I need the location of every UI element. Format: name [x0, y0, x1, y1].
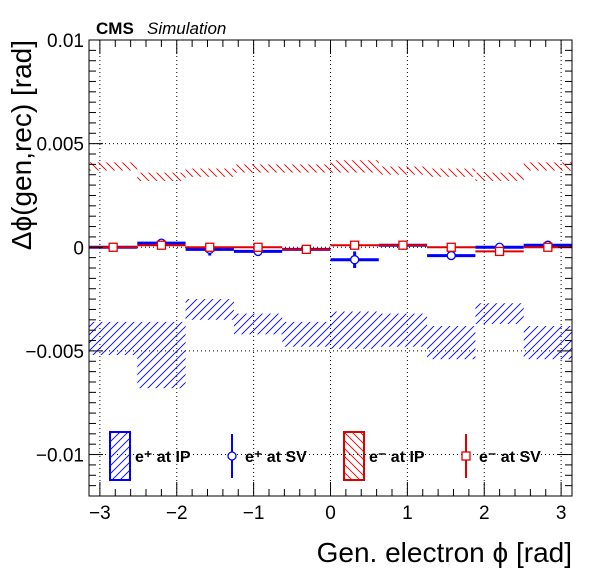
band-bin	[185, 299, 234, 320]
band-bin	[282, 164, 331, 173]
y-tick-label: 0.01	[47, 31, 84, 52]
y-tick-label: −0.005	[25, 342, 84, 363]
band-bin	[523, 162, 572, 171]
band-bin	[475, 303, 524, 324]
x-tick-label: 3	[556, 503, 567, 524]
band-bin	[523, 326, 572, 360]
legend-marker-band	[343, 431, 365, 481]
data-point-square	[543, 242, 553, 252]
x-tick-label: −2	[166, 503, 188, 524]
legend-marker-square	[461, 451, 471, 461]
x-axis-title: Gen. electron ϕ [rad]	[317, 537, 572, 568]
data-point-square	[205, 242, 215, 252]
data-point-square	[108, 242, 118, 252]
data-point-square	[349, 240, 360, 250]
band-bin	[282, 321, 331, 347]
legend-marker-circle	[227, 451, 237, 461]
x-tick-label: 0	[325, 503, 336, 524]
band-bin	[475, 172, 524, 181]
legend-label: e⁻ at IP	[369, 449, 425, 466]
band-bin	[378, 166, 428, 175]
band-bin	[378, 313, 428, 347]
data-point-square	[156, 240, 167, 250]
y-tick-label: −0.01	[36, 446, 84, 467]
tick-labels: −3 −2 −1 0 1 2 3 −0.01 −0.005 0 0.005 0.01	[25, 31, 566, 524]
legend: e⁺ at IP e⁺ at SV e⁻ at IP e⁻ at SV	[109, 431, 541, 481]
band-bin	[89, 162, 138, 171]
band-bin	[233, 164, 283, 173]
band-bin	[89, 321, 138, 356]
band-bin	[233, 313, 283, 335]
band-bin	[137, 172, 186, 181]
band-bin	[330, 311, 379, 349]
points	[89, 238, 572, 268]
band-bin	[330, 160, 379, 173]
band-bin	[185, 168, 234, 177]
simulation-label: Simulation	[147, 19, 226, 38]
grid	[89, 40, 572, 496]
x-tick-label: 2	[479, 503, 490, 524]
legend-label: e⁺ at IP	[135, 449, 191, 466]
legend-marker-band	[109, 431, 131, 481]
bands	[89, 160, 572, 389]
x-tick-label: −3	[89, 503, 111, 524]
data-point-square	[494, 246, 505, 257]
legend-label: e⁺ at SV	[245, 449, 307, 466]
y-tick-label: 0.005	[36, 135, 84, 156]
band-bin	[137, 321, 186, 389]
data-point-square	[398, 240, 408, 250]
x-tick-label: −1	[243, 503, 265, 524]
y-axis-title: Δϕ(gen,rec) [rad]	[6, 40, 37, 250]
data-point-square	[446, 242, 456, 252]
y-tick-label: 0	[73, 238, 84, 259]
band-bin	[427, 326, 476, 360]
band-bin	[427, 168, 476, 177]
data-point-circle	[349, 255, 360, 265]
legend-label: e⁻ at SV	[479, 449, 541, 466]
data-point-circle	[446, 250, 456, 261]
data-point-square	[253, 242, 263, 252]
experiment-label: CMS	[96, 19, 134, 38]
axes	[88, 39, 573, 497]
x-tick-label: 1	[402, 503, 413, 524]
data-point-square	[301, 244, 312, 254]
